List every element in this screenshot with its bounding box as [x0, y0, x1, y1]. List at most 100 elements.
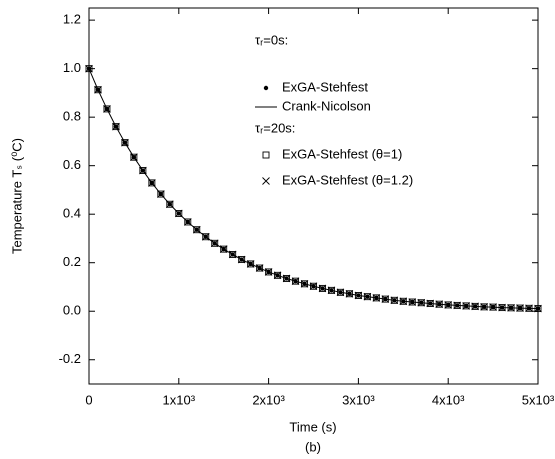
cross-marker: [174, 209, 183, 218]
cross-marker: [372, 294, 381, 302]
cross-marker: [103, 105, 111, 113]
square-marker: [139, 167, 147, 174]
cross-marker: [534, 304, 542, 313]
cross-marker: [139, 166, 147, 175]
cross-marker: [273, 271, 282, 280]
square-marker: [372, 294, 380, 302]
square-marker: [85, 65, 93, 73]
square-marker: [354, 292, 362, 299]
cross-marker: [327, 286, 336, 295]
cross-marker: [112, 122, 120, 131]
legend-title: τᵣ=0s:: [255, 32, 288, 47]
square-marker: [238, 256, 246, 264]
cross-marker: [489, 303, 497, 311]
square-marker: [121, 139, 129, 147]
cross-marker: [417, 298, 426, 307]
cross-marker: [363, 292, 372, 301]
cross-marker: [291, 277, 300, 285]
cross-marker: [300, 279, 309, 288]
cross-marker: [192, 225, 201, 234]
cross-marker: [157, 190, 165, 198]
y-tick-label: 0.2: [63, 254, 81, 269]
square-marker: [453, 301, 461, 309]
square-marker: [202, 233, 210, 241]
square-marker: [265, 268, 273, 276]
cross-marker: [408, 298, 417, 306]
cross-marker: [390, 296, 399, 305]
cross-marker: [444, 301, 453, 309]
cross-marker: [264, 268, 273, 276]
square-marker: [229, 251, 237, 258]
cross-marker: [426, 299, 435, 308]
x-tick-label: 0: [85, 392, 92, 407]
square-marker: [381, 295, 389, 303]
square-marker: [319, 284, 326, 292]
y-tick-label: -0.2: [59, 351, 81, 366]
square-marker: [534, 305, 542, 313]
square-marker: [390, 296, 398, 304]
legend-label: ExGA-Stehfest (θ=1): [282, 146, 402, 161]
square-marker: [408, 298, 416, 306]
cross-marker: [462, 302, 470, 310]
cross-marker: [130, 153, 138, 162]
x-axis-label: Time (s): [289, 419, 336, 434]
square-marker: [166, 200, 174, 208]
cross-marker: [507, 304, 515, 312]
square-marker: [310, 282, 317, 290]
legend-title: τᵣ=20s:: [255, 120, 295, 135]
square-marker: [507, 304, 515, 312]
square-marker: [283, 275, 291, 282]
y-tick-label: 0.4: [63, 206, 81, 221]
square-marker: [516, 304, 524, 312]
cross-marker: [255, 264, 264, 272]
cross-marker: [336, 288, 345, 297]
legend-label: ExGA-Stehfest: [282, 79, 368, 94]
square-marker: [211, 239, 219, 247]
cross-marker: [219, 245, 228, 253]
cross-marker: [246, 260, 255, 268]
square-marker: [94, 86, 102, 94]
square-marker: [328, 286, 335, 294]
square-marker: [175, 210, 183, 217]
square-marker: [130, 153, 138, 161]
square-marker: [345, 290, 353, 298]
x-tick-label: 4x10³: [432, 392, 465, 407]
square-marker: [462, 302, 470, 310]
cross-marker: [210, 239, 219, 248]
legend-swatch: [262, 177, 270, 185]
legend-swatch: [263, 85, 269, 91]
square-marker: [417, 299, 425, 307]
cross-marker: [471, 302, 479, 311]
cross-marker: [309, 282, 318, 291]
legend-label: Crank-Nicolson: [282, 98, 371, 113]
square-marker: [292, 277, 299, 285]
square-marker: [301, 280, 308, 288]
legend-label: ExGA-Stehfest (θ=1.2): [282, 172, 413, 187]
square-marker: [471, 302, 479, 310]
cross-marker: [525, 304, 533, 313]
y-tick-label: 0.6: [63, 157, 81, 172]
cross-marker: [282, 274, 291, 283]
square-marker: [193, 226, 201, 234]
cross-marker: [121, 138, 129, 147]
square-marker: [274, 271, 282, 279]
cross-marker: [85, 64, 93, 73]
cross-marker: [94, 85, 102, 94]
cross-marker: [166, 200, 174, 209]
square-marker: [112, 123, 120, 131]
square-marker: [103, 105, 111, 113]
cross-marker: [399, 297, 408, 306]
square-marker: [336, 288, 344, 296]
cross-marker: [148, 179, 156, 187]
y-tick-label: 0.8: [63, 109, 81, 124]
plot-frame: [88, 7, 539, 385]
cross-marker: [516, 304, 524, 312]
y-axis-label: Temperature Tₛ (⁰C): [9, 138, 24, 254]
cross-marker: [498, 303, 506, 312]
x-tick-label: 3x10³: [342, 392, 375, 407]
cross-marker: [237, 255, 246, 264]
square-marker: [399, 297, 407, 305]
cross-marker: [201, 232, 210, 241]
cross-marker: [381, 295, 390, 303]
cross-marker: [354, 291, 363, 300]
